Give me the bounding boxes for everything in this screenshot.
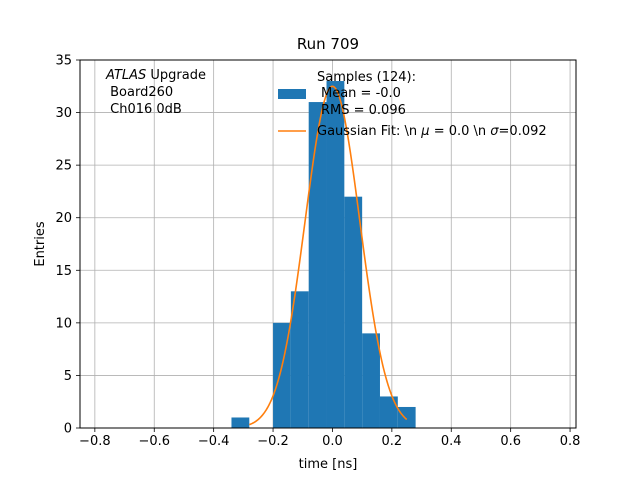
plot-frame bbox=[79, 59, 577, 429]
x-tick-label: 0.0 bbox=[322, 434, 343, 449]
atlas-annotation: ATLAS Upgrade Board260 Ch016 0dB bbox=[105, 68, 206, 117]
x-tick-label: 0.2 bbox=[382, 434, 403, 449]
y-tick-label: 15 bbox=[55, 264, 72, 279]
x-tick-label: −0.6 bbox=[138, 434, 170, 449]
x-tick-label: 0.4 bbox=[441, 434, 462, 449]
y-axis: 0 5 10 15 20 25 30 35 bbox=[55, 54, 80, 437]
annotation-channel: Ch016 0dB bbox=[106, 102, 182, 117]
legend-fit-label: Gaussian Fit: \n μ = 0.0 \n σ=0.092 bbox=[317, 124, 547, 139]
y-tick-label: 30 bbox=[55, 106, 72, 121]
histogram-bars bbox=[231, 81, 416, 429]
gaussian-fit-line bbox=[248, 85, 408, 426]
histogram-bar bbox=[231, 417, 250, 428]
y-tick-label: 35 bbox=[55, 54, 72, 69]
annotation-upgrade: Upgrade bbox=[146, 68, 206, 83]
annotation-board: Board260 bbox=[106, 85, 173, 100]
histogram-bar bbox=[290, 291, 309, 428]
x-axis-label: time [ns] bbox=[299, 457, 358, 472]
legend-histogram-line1: Samples (124): bbox=[317, 70, 416, 85]
x-axis: −0.8 −0.6 −0.4 −0.2 0.0 0.2 0.4 0.6 0.8 bbox=[79, 428, 580, 449]
y-tick-label: 0 bbox=[64, 422, 72, 437]
y-tick-label: 5 bbox=[64, 369, 72, 384]
x-tick-label: −0.4 bbox=[198, 434, 230, 449]
histogram-bar bbox=[326, 81, 345, 429]
histogram-bar bbox=[362, 333, 380, 428]
histogram-bar bbox=[379, 396, 398, 428]
x-tick-label: 0.8 bbox=[560, 434, 581, 449]
plot-area bbox=[79, 59, 577, 429]
gaussian-fit bbox=[248, 85, 408, 426]
y-tick-label: 20 bbox=[55, 211, 72, 226]
histogram-bar bbox=[397, 406, 416, 428]
histogram-bar bbox=[308, 102, 327, 429]
legend: Samples (124): Mean = -0.0 RMS = 0.096 G… bbox=[278, 70, 547, 139]
annotation-atlas: ATLAS bbox=[105, 68, 146, 83]
chart-title: Run 709 bbox=[297, 35, 359, 53]
legend-histogram-line3: RMS = 0.096 bbox=[321, 103, 406, 118]
legend-histogram-swatch bbox=[278, 89, 306, 99]
x-tick-label: 0.6 bbox=[500, 434, 521, 449]
histogram-bar bbox=[344, 196, 363, 428]
x-tick-label: −0.2 bbox=[257, 434, 289, 449]
svg-text:ATLAS Upgrade: ATLAS Upgrade bbox=[105, 68, 206, 83]
y-tick-label: 25 bbox=[55, 159, 72, 174]
legend-histogram-line2: Mean = -0.0 bbox=[321, 86, 401, 101]
y-axis-label: Entries bbox=[33, 221, 48, 267]
y-tick-label: 10 bbox=[55, 316, 72, 331]
x-tick-label: −0.8 bbox=[79, 434, 111, 449]
